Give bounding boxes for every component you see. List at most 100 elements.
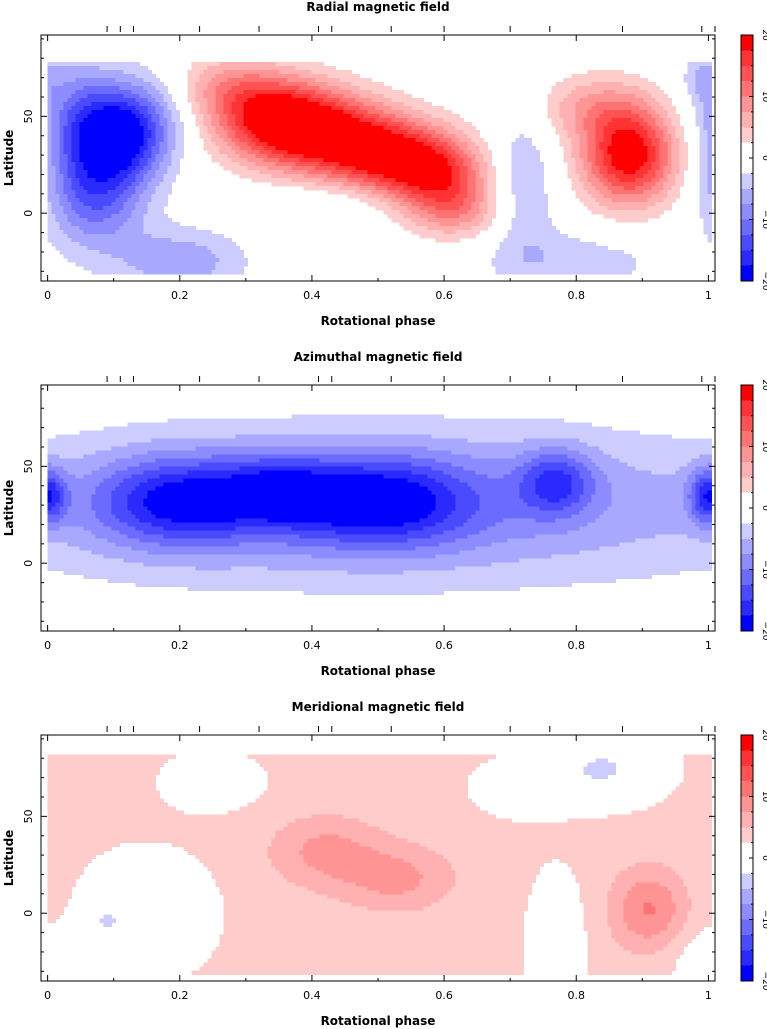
colorbar-tick-label: 0 <box>760 505 767 511</box>
colorbar-level <box>741 111 753 128</box>
colorbar-level <box>741 65 753 82</box>
field-map <box>47 62 712 275</box>
colorbar-level <box>741 538 753 555</box>
colorbar-level <box>741 385 753 401</box>
colorbar-tick-label: 10 <box>760 91 767 103</box>
colorbar-tick-label: 0 <box>760 855 767 861</box>
colorbar-level <box>741 735 753 751</box>
colorbar-tick-label: 0 <box>760 155 767 161</box>
colorbar-tick-label: 20 <box>760 379 767 391</box>
colorbar-tick-label: −10 <box>760 910 767 929</box>
colorbar-level <box>741 188 753 205</box>
colorbar-level <box>741 934 753 951</box>
y-tick-label: 50 <box>22 459 35 473</box>
colorbar: 20 10 0 −10 −20 <box>740 729 767 991</box>
colorbar-level <box>741 219 753 236</box>
colorbar: 20 10 0 −10 −20 <box>740 29 767 291</box>
x-tick-label: 0.2 <box>171 289 189 302</box>
y-tick-label: 0 <box>22 560 35 567</box>
colorbar-level <box>741 523 753 540</box>
colorbar-level <box>741 415 753 432</box>
colorbar-level <box>741 234 753 251</box>
colorbar: 20 10 0 −10 −20 <box>740 379 767 641</box>
x-tick-label: 0.6 <box>435 289 453 302</box>
colorbar-tick-label: 20 <box>760 29 767 41</box>
colorbar-tick-label: 10 <box>760 791 767 803</box>
colorbar-level <box>741 888 753 905</box>
x-axis-label: Rotational phase <box>321 664 436 678</box>
colorbar-level <box>741 477 753 493</box>
colorbar-level <box>741 919 753 936</box>
y-axis-label: Latitude <box>2 130 16 187</box>
colorbar-level <box>741 492 753 524</box>
y-tick-label: 0 <box>22 210 35 217</box>
y-axis-label: Latitude <box>2 480 16 537</box>
x-tick-label: 0.8 <box>567 639 585 652</box>
x-tick-label: 0.2 <box>171 639 189 652</box>
colorbar-level <box>741 584 753 601</box>
x-tick-label: 0.8 <box>567 289 585 302</box>
x-tick-label: 0.6 <box>435 989 453 1002</box>
colorbar-level <box>741 431 753 447</box>
x-tick-label: 0.4 <box>303 989 321 1002</box>
colorbar-tick-label: −20 <box>760 272 767 291</box>
colorbar-level <box>741 81 753 97</box>
field-map <box>47 754 712 975</box>
colorbar-level <box>741 127 753 143</box>
colorbar-level <box>741 35 753 51</box>
y-tick-label: 50 <box>22 809 35 823</box>
x-tick-label: 0.6 <box>435 639 453 652</box>
x-tick-label: 1 <box>705 989 712 1002</box>
colorbar-level <box>741 461 753 478</box>
panel-title: Meridional magnetic field <box>292 700 465 714</box>
x-axis-label: Rotational phase <box>321 1014 436 1028</box>
colorbar-tick-label: −10 <box>760 210 767 229</box>
colorbar-tick-label: −20 <box>760 622 767 641</box>
x-tick-label: 0.8 <box>567 989 585 1002</box>
x-tick-label: 0 <box>44 289 51 302</box>
colorbar-level <box>741 950 753 966</box>
colorbar-level <box>741 569 753 586</box>
x-tick-label: 0 <box>44 989 51 1002</box>
colorbar-level <box>741 400 753 417</box>
colorbar-level <box>741 615 753 632</box>
colorbar-tick-label: 20 <box>760 729 767 741</box>
colorbar-tick-label: −10 <box>760 560 767 579</box>
colorbar-level <box>741 965 753 982</box>
colorbar-level <box>741 50 753 67</box>
x-tick-label: 1 <box>705 289 712 302</box>
colorbar-level <box>741 796 753 813</box>
x-tick-label: 0.2 <box>171 989 189 1002</box>
colorbar-level <box>741 781 753 797</box>
x-tick-label: 0.4 <box>303 639 321 652</box>
colorbar-tick-label: −20 <box>760 972 767 991</box>
colorbar-level <box>741 600 753 616</box>
colorbar-level <box>741 446 753 463</box>
colorbar-level <box>741 873 753 890</box>
colorbar-level <box>741 265 753 282</box>
colorbar-level <box>741 173 753 190</box>
colorbar-level <box>741 204 753 220</box>
y-tick-label: 50 <box>22 109 35 123</box>
y-axis-label: Latitude <box>2 830 16 887</box>
panel-title: Radial magnetic field <box>306 0 449 14</box>
x-tick-label: 1 <box>705 639 712 652</box>
field-map <box>47 414 712 595</box>
colorbar-level <box>741 842 753 874</box>
colorbar-tick-label: 10 <box>760 441 767 453</box>
colorbar-level <box>741 827 753 843</box>
colorbar-level <box>741 811 753 828</box>
colorbar-level <box>741 904 753 920</box>
x-tick-label: 0 <box>44 639 51 652</box>
colorbar-level <box>741 250 753 266</box>
colorbar-level <box>741 554 753 570</box>
panel-title: Azimuthal magnetic field <box>294 350 463 364</box>
x-tick-label: 0.4 <box>303 289 321 302</box>
y-tick-label: 0 <box>22 910 35 917</box>
x-axis-label: Rotational phase <box>321 314 436 328</box>
colorbar-level <box>741 142 753 174</box>
